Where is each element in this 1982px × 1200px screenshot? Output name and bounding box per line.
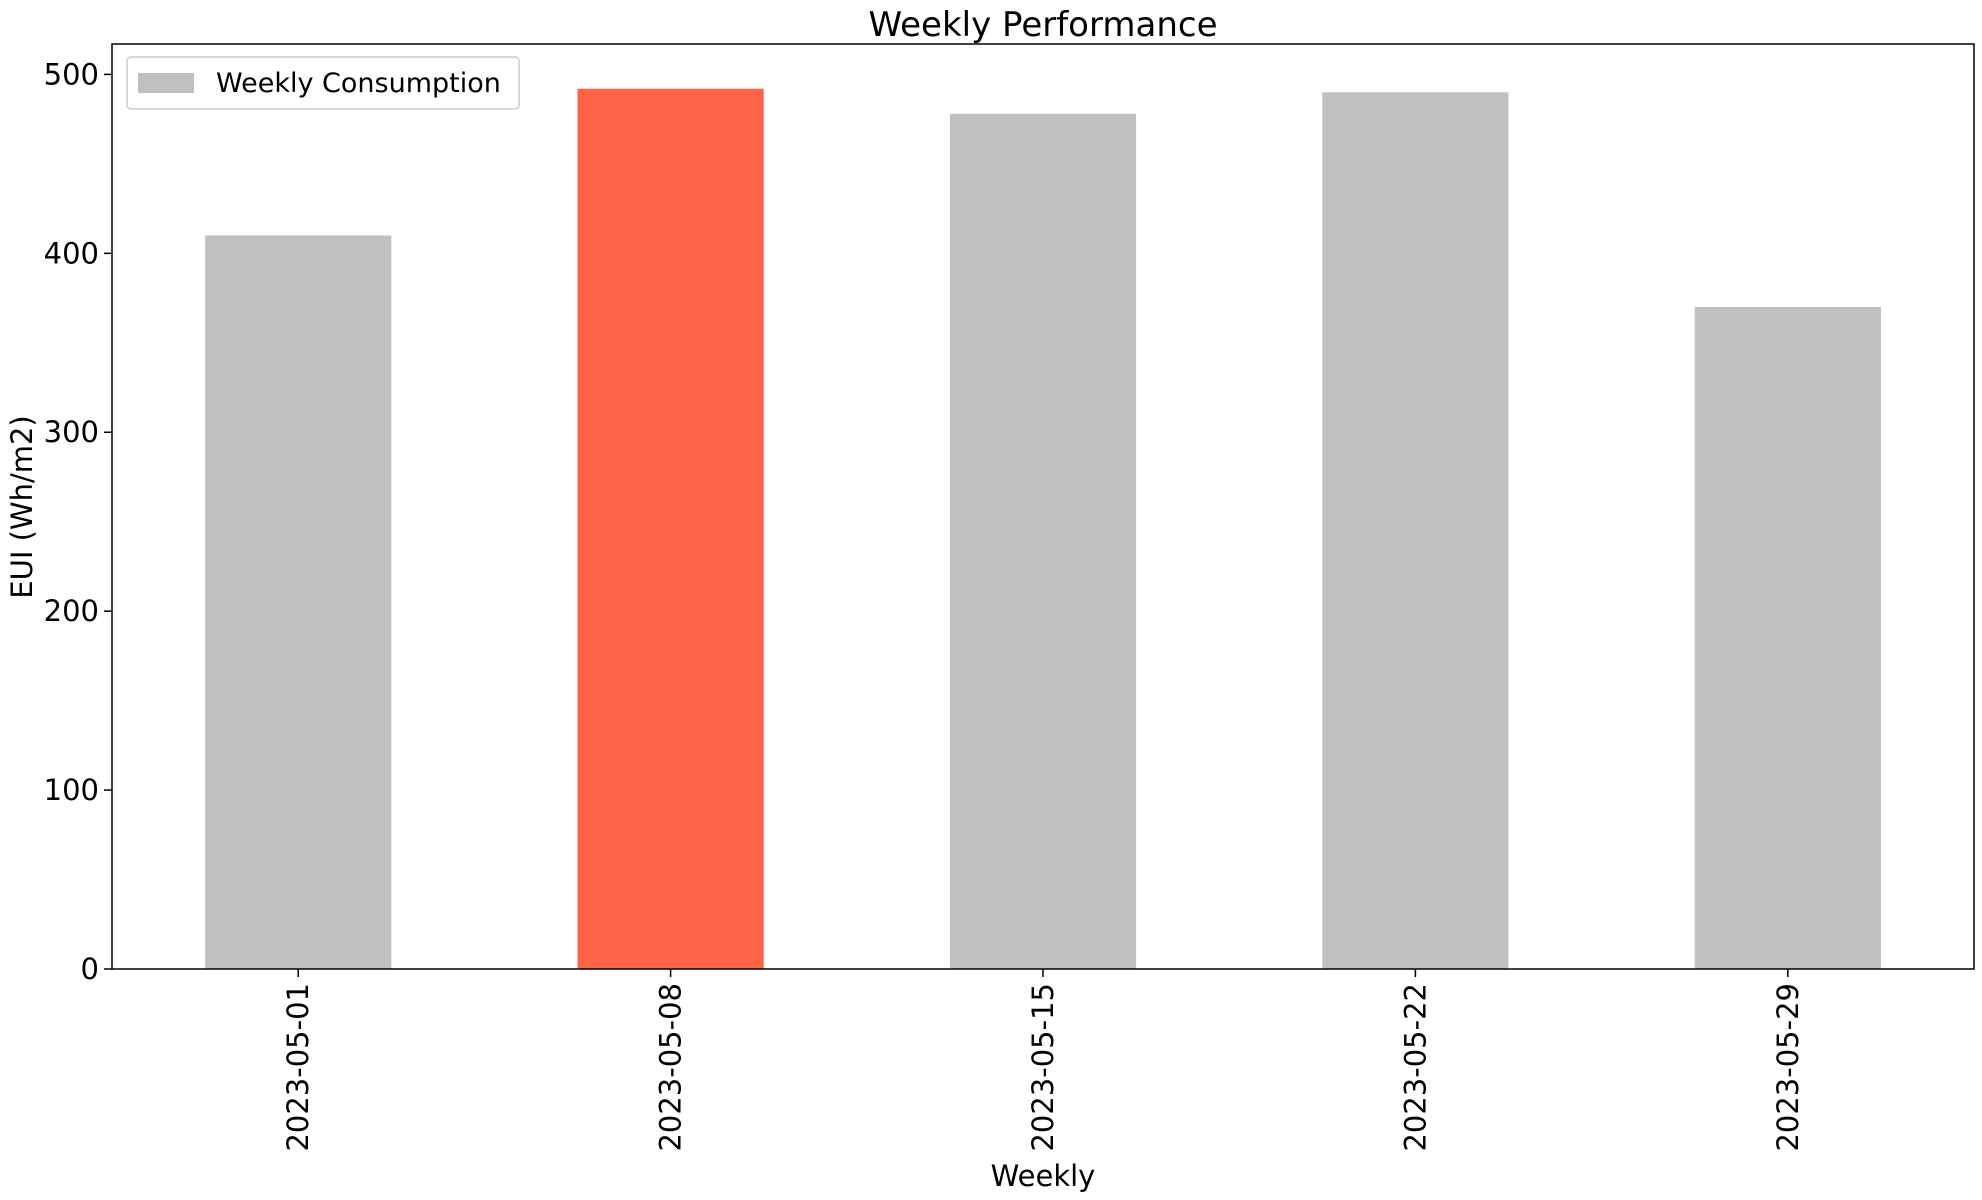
bar-2023-05-22 — [1322, 92, 1509, 969]
y-tick-label: 400 — [44, 236, 99, 270]
y-tick-label: 0 — [81, 952, 99, 986]
y-tick-label: 300 — [44, 415, 99, 449]
y-tick-label: 500 — [44, 57, 99, 91]
x-tick-label: 2023-05-15 — [1026, 983, 1060, 1152]
bar-2023-05-29 — [1694, 307, 1881, 969]
x-tick-label: 2023-05-29 — [1771, 983, 1805, 1152]
plot-frame — [111, 43, 1975, 970]
bar-2023-05-15 — [949, 113, 1137, 969]
bar-group — [205, 88, 1881, 970]
y-tick-label: 100 — [44, 773, 99, 807]
x-axis-label: Weekly — [991, 1159, 1096, 1193]
bar-2023-05-08 — [577, 88, 764, 970]
y-axis-ticks: 0 100 200 300 400 500 — [44, 57, 112, 986]
legend-label: Weekly Consumption — [216, 68, 501, 99]
x-axis-ticks: 2023-05-01 2023-05-08 2023-05-15 2023-05-22… — [281, 969, 1805, 1152]
y-axis-label: EUI (Wh/m2) — [5, 415, 39, 598]
legend: Weekly Consumption — [126, 56, 520, 110]
x-tick-label: 2023-05-01 — [281, 983, 315, 1152]
legend-swatch — [138, 73, 194, 93]
bar-2023-05-01 — [205, 235, 392, 969]
x-tick-label: 2023-05-22 — [1398, 983, 1432, 1152]
y-tick-label: 200 — [44, 594, 99, 628]
chart-title: Weekly Performance — [869, 5, 1218, 45]
x-tick-label: 2023-05-08 — [654, 983, 688, 1152]
legend-frame — [126, 56, 520, 110]
